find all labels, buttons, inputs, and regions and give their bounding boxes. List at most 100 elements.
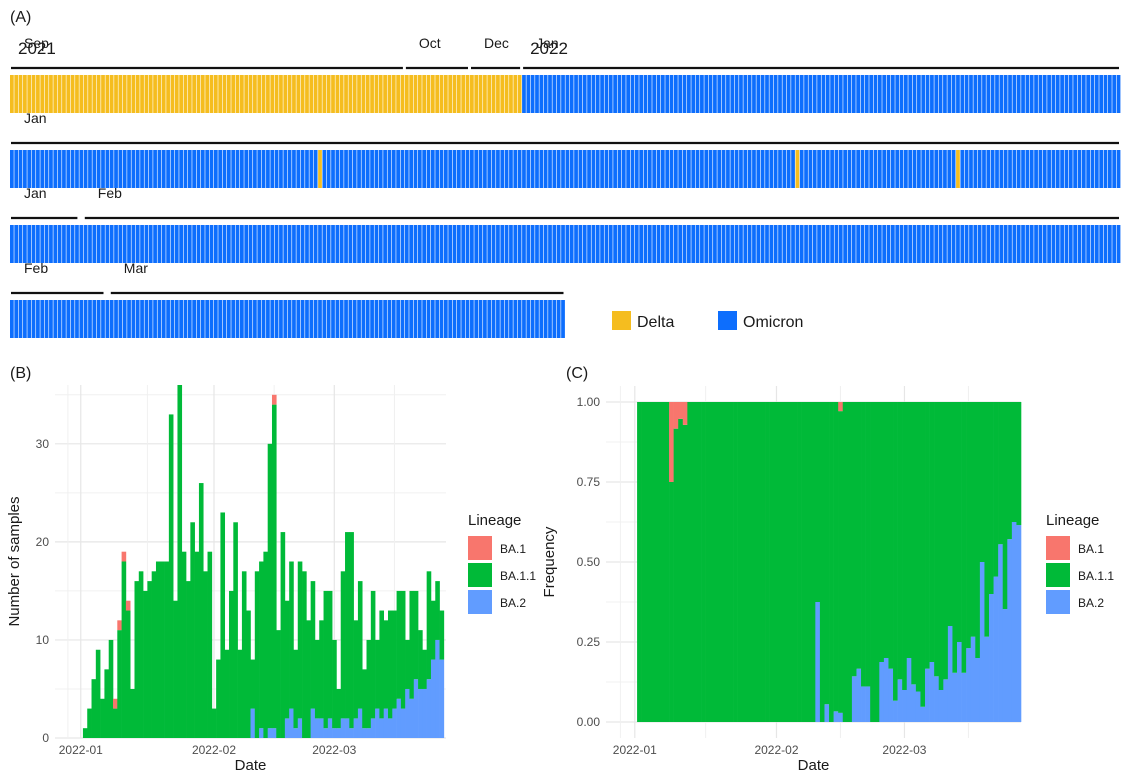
bar-ba-2 xyxy=(383,708,389,738)
sample-cell-omicron xyxy=(604,75,609,113)
sample-cell-omicron xyxy=(40,225,45,263)
bar-ba-1-1 xyxy=(104,669,110,738)
sample-cell-omicron xyxy=(652,150,657,188)
bar-ba-1-1 xyxy=(327,590,333,719)
sample-cell-omicron xyxy=(266,150,270,188)
sample-cell-omicron xyxy=(765,75,769,113)
sample-cell-omicron xyxy=(752,75,756,113)
sample-cell-omicron xyxy=(370,150,374,188)
sample-cell-omicron xyxy=(617,150,622,188)
sample-cell-omicron xyxy=(443,150,448,188)
y-tick-label: 20 xyxy=(36,535,50,549)
sample-cell-omicron xyxy=(378,150,383,188)
sample-cell-omicron xyxy=(621,225,626,263)
sample-cell-omicron xyxy=(213,225,218,263)
sample-cell-omicron xyxy=(639,150,644,188)
sample-cell-omicron xyxy=(556,75,561,113)
sample-cell-omicron xyxy=(344,150,348,188)
bar-ba-2 xyxy=(824,704,830,722)
sample-cell-delta xyxy=(387,75,392,113)
sample-cell-omicron xyxy=(877,75,882,113)
sample-cell-omicron xyxy=(969,150,973,188)
sample-cell-omicron xyxy=(956,225,960,263)
sample-cell-omicron xyxy=(400,150,405,188)
month-label: Sep xyxy=(24,35,49,51)
sample-cell-omicron xyxy=(166,300,170,338)
sample-cell-omicron xyxy=(318,300,322,338)
bar-ba-1-1 xyxy=(760,402,766,722)
sample-cell-omicron xyxy=(825,150,830,188)
bar-ba-1-1 xyxy=(143,590,148,738)
sample-cell-omicron xyxy=(1077,75,1082,113)
sample-cell-omicron xyxy=(552,150,557,188)
y-axis-title: Frequency xyxy=(541,526,558,597)
bar-ba-1-1 xyxy=(691,402,697,722)
sample-cell-omicron xyxy=(335,225,340,263)
sample-cell-omicron xyxy=(279,300,283,338)
sample-cell-omicron xyxy=(335,300,340,338)
sample-cell-omicron xyxy=(899,75,904,113)
sample-cell-omicron xyxy=(856,75,861,113)
bar-ba-1-1 xyxy=(310,581,316,709)
sample-cell-omicron xyxy=(504,225,509,263)
sample-cell-delta xyxy=(235,75,240,113)
sample-cell-omicron xyxy=(799,75,804,113)
sample-cell-delta xyxy=(36,75,40,113)
sample-cell-omicron xyxy=(83,225,88,263)
sample-cell-omicron xyxy=(669,150,674,188)
sample-cell-omicron xyxy=(695,225,700,263)
bar-ba-1-1 xyxy=(920,402,926,707)
sample-cell-omicron xyxy=(674,225,678,263)
bar-ba-1-1 xyxy=(147,581,152,738)
sample-cell-omicron xyxy=(218,300,223,338)
bar-ba-1-1 xyxy=(934,402,940,677)
sample-cell-omicron xyxy=(1034,150,1038,188)
sample-cell-omicron xyxy=(569,75,574,113)
sample-cell-omicron xyxy=(999,225,1004,263)
sample-cell-omicron xyxy=(717,225,722,263)
sample-cell-omicron xyxy=(1025,150,1030,188)
sample-cell-omicron xyxy=(426,300,431,338)
sample-cell-omicron xyxy=(704,225,709,263)
sample-cell-delta xyxy=(331,75,335,113)
sample-cell-delta xyxy=(318,150,322,188)
sample-cell-delta xyxy=(49,75,53,113)
bar-ba-2 xyxy=(297,718,303,738)
bar-ba-1-1 xyxy=(938,402,944,690)
sample-cell-omicron xyxy=(352,300,357,338)
sample-cell-delta xyxy=(279,75,283,113)
bar-ba-2 xyxy=(439,659,445,738)
sample-cell-omicron xyxy=(977,150,982,188)
sample-cell-omicron xyxy=(652,225,657,263)
sample-cell-omicron xyxy=(995,150,999,188)
sample-cell-omicron xyxy=(235,300,240,338)
bar-ba-2 xyxy=(310,708,316,738)
bar-ba-1-1 xyxy=(728,402,734,722)
bar-ba-1-1 xyxy=(138,571,144,738)
bar-ba-1-1 xyxy=(220,512,226,738)
sample-cell-omicron xyxy=(400,225,405,263)
bar-ba-1-1 xyxy=(194,551,200,738)
sample-cell-omicron xyxy=(747,150,752,188)
bar-ba-1-1 xyxy=(925,402,930,669)
sample-cell-delta xyxy=(443,75,448,113)
sample-cell-omicron xyxy=(1042,75,1047,113)
bar-ba-1-1 xyxy=(687,402,693,722)
sample-cell-delta xyxy=(457,75,461,113)
sample-cell-delta xyxy=(478,75,483,113)
sample-cell-omicron xyxy=(895,75,900,113)
sample-cell-omicron xyxy=(387,300,392,338)
sample-cell-omicron xyxy=(391,225,396,263)
sample-cell-omicron xyxy=(114,225,118,263)
bar-ba-2 xyxy=(861,686,866,722)
sample-cell-delta xyxy=(357,75,361,113)
sample-cell-delta xyxy=(956,150,960,188)
bar-ba-1-1 xyxy=(259,561,264,729)
sample-cell-omicron xyxy=(613,225,617,263)
sample-cell-omicron xyxy=(1090,150,1095,188)
sample-cell-omicron xyxy=(439,150,444,188)
sample-cell-omicron xyxy=(57,225,62,263)
sample-cell-omicron xyxy=(860,150,865,188)
sample-cell-omicron xyxy=(565,225,570,263)
sample-cell-omicron xyxy=(287,225,292,263)
